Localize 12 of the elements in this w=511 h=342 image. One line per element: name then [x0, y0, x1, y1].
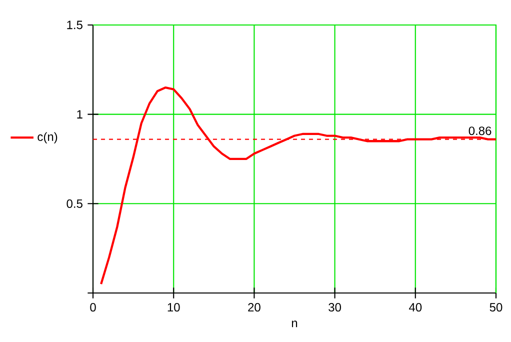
y-tick-label: 0.5: [66, 199, 82, 208]
x-tick-label: 0: [90, 303, 96, 312]
legend-label: c(n): [38, 132, 58, 144]
y-tick-label: 1.5: [67, 20, 82, 30]
y-tick-label: 1: [77, 110, 82, 118]
x-axis-title: n: [292, 320, 298, 328]
x-tick-label: 10: [168, 303, 180, 312]
x-tick-label: 30: [328, 303, 342, 312]
x-tick-label: 20: [248, 303, 260, 312]
x-tick-label: 50: [490, 303, 502, 312]
ref-line-label: 0.86: [468, 126, 492, 136]
x-tick-label: 40: [408, 303, 422, 312]
